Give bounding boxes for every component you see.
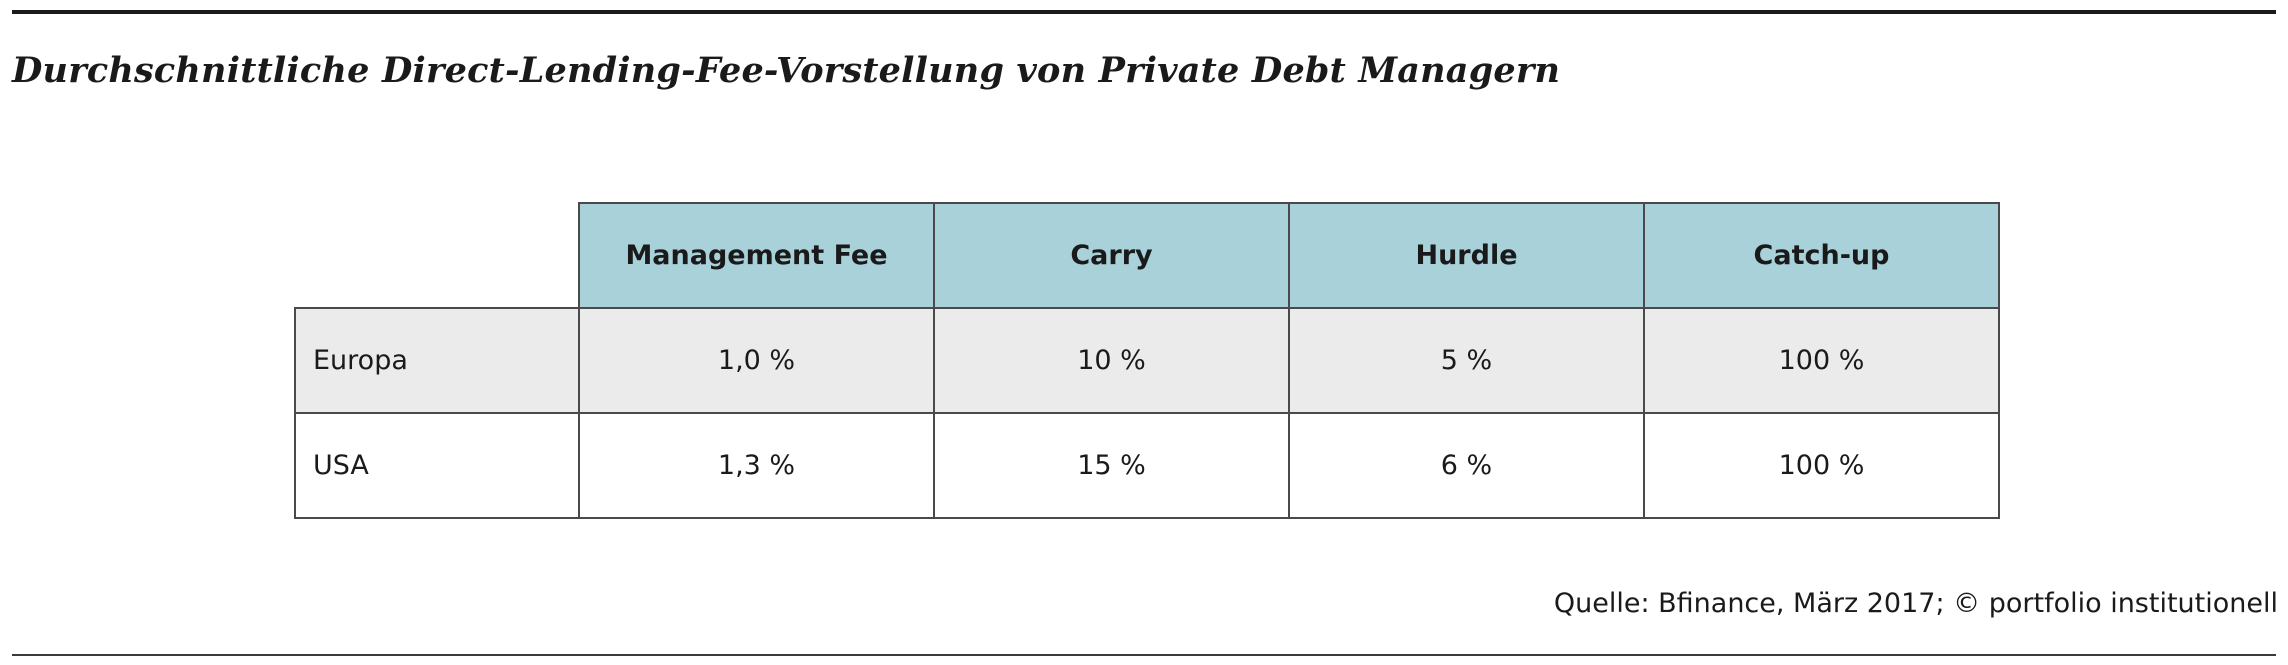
row-label-usa: USA [294,412,580,519]
column-header-management-fee: Management Fee [578,202,935,309]
chart-title: Durchschnittliche Direct-Lending-Fee-Vor… [12,50,1561,91]
row-label-europa: Europa [294,307,580,414]
source-note: Quelle: Bfinance, März 2017; © portfolio… [1553,588,2278,619]
table-row-europa: Europa 1,0 % 10 % 5 % 100 % [294,307,2000,414]
cell-europa-catch-up: 100 % [1643,307,2000,414]
cell-usa-carry: 15 % [933,412,1290,519]
cell-europa-carry: 10 % [933,307,1290,414]
corner-cell [295,203,580,309]
table-row-usa: USA 1,3 % 15 % 6 % 100 % [294,412,2000,519]
cell-europa-management-fee: 1,0 % [578,307,935,414]
fee-table: Management Fee Carry Hurdle Catch-up Eur… [294,202,2000,519]
column-header-hurdle: Hurdle [1288,202,1645,309]
column-header-catch-up: Catch-up [1643,202,2000,309]
cell-usa-catch-up: 100 % [1643,412,2000,519]
header-row: Management Fee Carry Hurdle Catch-up [295,202,2000,309]
cell-usa-hurdle: 6 % [1288,412,1645,519]
cell-usa-management-fee: 1,3 % [578,412,935,519]
column-header-carry: Carry [933,202,1290,309]
bottom-rule [12,654,2276,656]
cell-europa-hurdle: 5 % [1288,307,1645,414]
top-rule [12,10,2276,14]
